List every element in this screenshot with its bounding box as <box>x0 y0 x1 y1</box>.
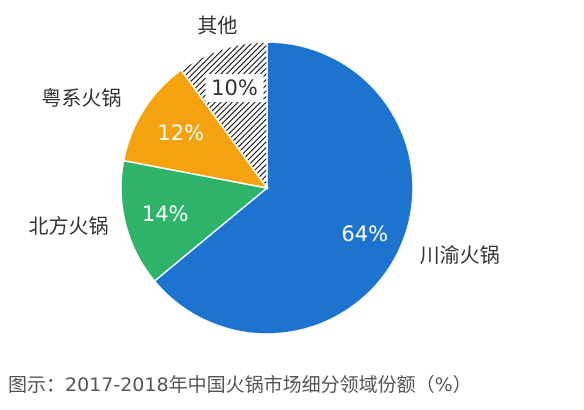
pie-chart: 64% 川渝火锅 14% 北方火锅 12% 粤系火锅 10% 其他 <box>29 13 500 335</box>
value-label-2: 12% <box>157 121 204 145</box>
pie-slice-1 <box>120 159 269 283</box>
category-label-3: 其他 <box>197 13 237 37</box>
category-label-0: 川渝火锅 <box>420 243 500 267</box>
category-label-1: 北方火锅 <box>29 214 109 238</box>
value-label-3: 10% <box>211 76 258 100</box>
pie-slice-2 <box>122 68 269 190</box>
category-label-2: 粤系火锅 <box>41 86 121 110</box>
pie-slice-0 <box>153 41 414 335</box>
value-label-bg-3 <box>205 74 264 103</box>
chart-caption: 图示：2017-2018年中国火锅市场细分领域份额（%） <box>8 374 472 396</box>
value-label-0: 64% <box>341 222 388 246</box>
value-label-1: 14% <box>142 202 189 226</box>
